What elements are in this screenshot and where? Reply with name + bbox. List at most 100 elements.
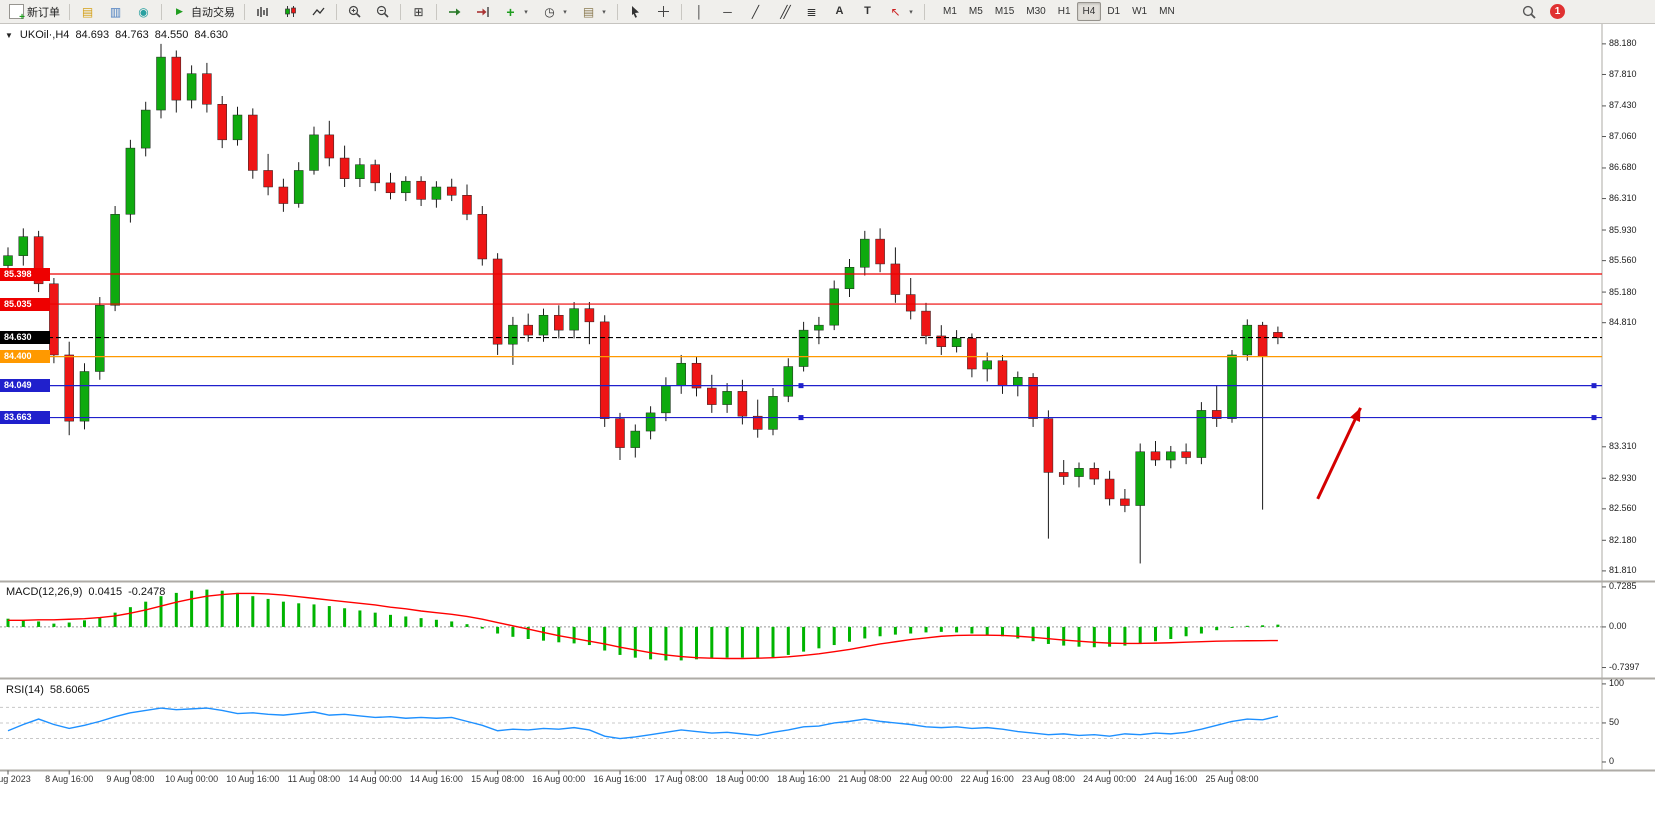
search-button[interactable] — [1515, 2, 1542, 22]
macd-histogram-bar — [587, 626, 591, 646]
arrows-tool-button[interactable]: ↖ ▾ — [882, 2, 920, 22]
candle — [401, 180, 411, 194]
timeframe-d1[interactable]: D1 — [1107, 6, 1121, 17]
macd-histogram-bar — [756, 626, 760, 659]
macd-histogram-bar — [52, 623, 56, 627]
new-order-icon — [9, 4, 25, 23]
macd-histogram-bar — [404, 616, 408, 627]
timeframe-m5[interactable]: M5 — [968, 6, 983, 17]
autotrading-icon: ▶ — [176, 6, 183, 16]
trendline-tool-button[interactable]: ╱ — [742, 2, 769, 22]
templates-button[interactable]: ▤ ▾ — [575, 2, 613, 22]
toolbar-separator — [617, 3, 618, 20]
auto-scroll-button[interactable] — [441, 2, 468, 22]
toolbar-separator — [244, 3, 245, 20]
chart-shift-button[interactable] — [469, 2, 496, 22]
horizontal-line-tool-button[interactable]: ─ — [714, 2, 741, 22]
search-icon — [1520, 4, 1537, 20]
macd-histogram-bar — [1046, 626, 1050, 644]
macd-histogram-bar — [1154, 626, 1157, 642]
line-handle — [1591, 415, 1597, 421]
cursor-icon — [627, 4, 644, 20]
candle — [156, 56, 166, 111]
candle — [324, 134, 335, 159]
candle — [982, 360, 992, 370]
macd-histogram-bar — [128, 607, 132, 627]
candle — [1089, 468, 1100, 480]
macd-histogram-bar — [649, 626, 653, 660]
macd-histogram-bar — [1092, 626, 1096, 648]
charts-window-button[interactable]: ▤ — [74, 2, 101, 22]
fibonacci-tool-button[interactable]: ≣ — [798, 2, 825, 22]
arrow-annotation[interactable] — [1316, 407, 1362, 500]
timeframe-w1[interactable]: W1 — [1132, 6, 1148, 17]
timeframe-m1[interactable]: M1 — [943, 6, 957, 17]
collapse-arrow-icon[interactable]: ▼ — [5, 30, 13, 40]
toolbar-separator — [69, 3, 70, 20]
candle — [997, 360, 1008, 386]
notification-badge[interactable]: 1 — [1550, 4, 1565, 19]
macd-histogram-bar — [740, 626, 744, 658]
line-handle — [798, 415, 804, 421]
candle — [661, 385, 671, 414]
candle — [1074, 468, 1084, 477]
open-value: 84.693 — [75, 29, 110, 41]
macd-histogram-bar — [419, 618, 423, 627]
candle — [523, 324, 533, 336]
candlestick-type-button[interactable] — [277, 2, 304, 22]
cursor-button[interactable] — [622, 2, 649, 22]
candle — [186, 73, 197, 101]
chevron-down-icon: ▾ — [909, 8, 913, 16]
channel-tool-button[interactable]: ╱╱ — [770, 2, 797, 22]
new-order-button[interactable]: 新订单 — [4, 2, 65, 23]
timeframe-m15[interactable]: M15 — [994, 6, 1015, 17]
timeframe-m30[interactable]: M30 — [1026, 6, 1046, 17]
market-watch-button[interactable]: ◉ — [130, 2, 157, 22]
timeframe-group: M1 M5 M15 M30 H1 H4 D1 W1 MN — [937, 2, 1181, 21]
timeframe-h4[interactable]: H4 — [1076, 2, 1102, 21]
market-watch-icon: ◉ — [138, 4, 149, 19]
autotrading-button[interactable]: ▶ 自动交易 — [166, 2, 240, 22]
macd-histogram-bar — [220, 590, 224, 627]
macd-histogram-bar — [832, 626, 836, 646]
macd-histogram-bar — [848, 626, 851, 642]
macd-histogram-bar — [710, 626, 714, 659]
line-handle — [798, 383, 804, 389]
macd-histogram-bar — [1016, 626, 1020, 639]
candle — [829, 288, 839, 326]
macd-histogram-bar — [1077, 626, 1081, 647]
macd-signal-line — [8, 592, 1278, 660]
candles-layer — [3, 43, 1283, 564]
text-tool-button[interactable]: A — [826, 2, 853, 22]
candle — [844, 267, 855, 290]
tile-windows-button[interactable]: ⊞ — [405, 2, 432, 22]
candle — [783, 366, 794, 397]
line-chart-type-button[interactable] — [305, 2, 332, 22]
text-label-tool-button[interactable]: T — [854, 2, 881, 22]
macd-histogram-bar — [1215, 626, 1219, 631]
rsi-name: RSI(14) — [6, 684, 44, 696]
indicators-button[interactable]: + ▾ — [497, 2, 535, 22]
macd-histogram-bar — [878, 626, 882, 637]
trendline-icon: ╱ — [751, 4, 760, 19]
zoom-out-button[interactable] — [369, 2, 396, 22]
macd-histogram-bar — [1001, 626, 1004, 637]
macd-histogram-bar — [480, 626, 484, 629]
fibonacci-icon: ≣ — [806, 4, 817, 19]
zoom-in-button[interactable] — [341, 2, 368, 22]
macd-histogram-bar — [159, 596, 163, 627]
vertical-line-tool-button[interactable]: │ — [686, 2, 713, 22]
periods-button[interactable]: ◷ ▾ — [536, 2, 574, 22]
bar-chart-type-button[interactable] — [249, 2, 276, 22]
crosshair-button[interactable] — [650, 2, 677, 22]
timeframe-mn[interactable]: MN — [1159, 6, 1175, 17]
profiles-button[interactable]: ▥ — [102, 2, 129, 22]
vertical-line-icon: │ — [695, 4, 704, 19]
timeframe-h1[interactable]: H1 — [1057, 6, 1071, 17]
macd-name: MACD(12,26,9) — [6, 586, 83, 598]
macd-histogram-bar — [1031, 626, 1035, 642]
rsi-layer — [0, 706, 1602, 740]
candle — [1181, 451, 1191, 458]
candle — [110, 214, 120, 306]
